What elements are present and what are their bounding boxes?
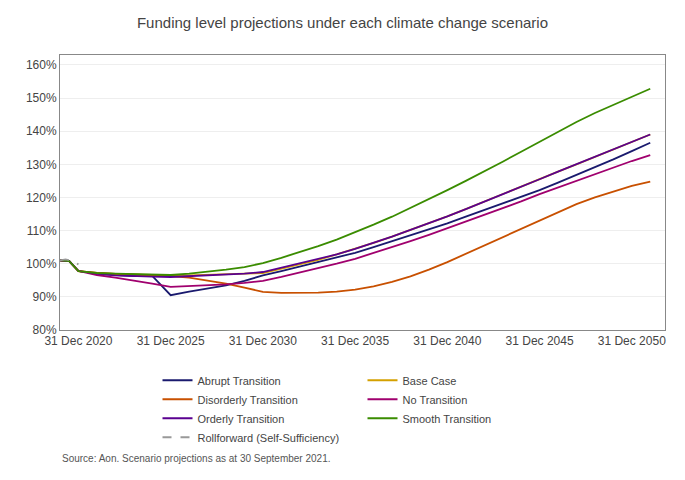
svg-text:31 Dec 2020: 31 Dec 2020: [44, 334, 112, 348]
svg-text:31 Dec 2050: 31 Dec 2050: [598, 334, 666, 348]
svg-text:31 Dec 2035: 31 Dec 2035: [321, 334, 389, 348]
svg-text:Funding level projections unde: Funding level projections under each cli…: [137, 14, 548, 31]
svg-text:31 Dec 2025: 31 Dec 2025: [137, 334, 205, 348]
svg-text:130%: 130%: [26, 158, 57, 172]
svg-text:Source: Aon. Scenario projecti: Source: Aon. Scenario projections as at …: [62, 453, 331, 464]
svg-text:Disorderly Transition: Disorderly Transition: [198, 394, 298, 406]
svg-text:90%: 90%: [33, 290, 57, 304]
svg-text:No Transition: No Transition: [403, 394, 468, 406]
svg-text:31 Dec 2040: 31 Dec 2040: [413, 334, 481, 348]
svg-text:160%: 160%: [26, 58, 57, 72]
svg-text:Abrupt Transition: Abrupt Transition: [198, 375, 281, 387]
svg-text:Smooth Transition: Smooth Transition: [403, 413, 492, 425]
svg-text:120%: 120%: [26, 191, 57, 205]
svg-text:Base Case: Base Case: [403, 375, 457, 387]
svg-text:100%: 100%: [26, 257, 57, 271]
svg-text:110%: 110%: [27, 224, 57, 238]
svg-text:140%: 140%: [26, 124, 57, 138]
svg-text:Rollforward (Self-Sufficiency): Rollforward (Self-Sufficiency): [198, 432, 340, 444]
svg-text:31 Dec 2045: 31 Dec 2045: [506, 334, 574, 348]
svg-text:Orderly Transition: Orderly Transition: [198, 413, 285, 425]
svg-text:31 Dec 2030: 31 Dec 2030: [229, 334, 297, 348]
svg-text:80%: 80%: [33, 323, 57, 337]
svg-text:150%: 150%: [26, 91, 57, 105]
